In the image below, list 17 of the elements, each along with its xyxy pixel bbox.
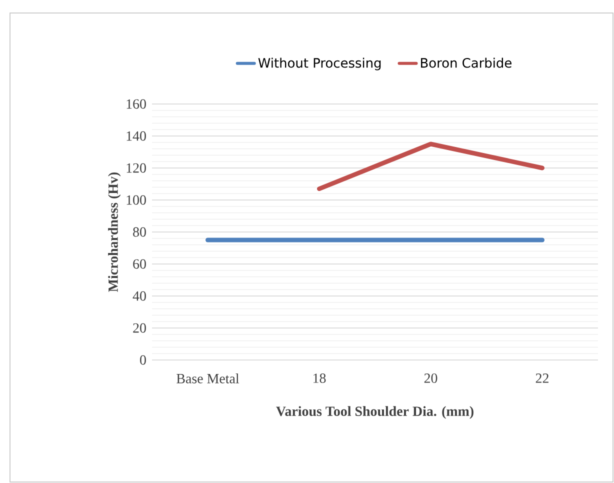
- legend-label: Boron Carbide: [421, 58, 512, 68]
- x-tick-label: 18: [313, 374, 326, 383]
- y-tick-label: 60: [133, 259, 146, 269]
- legend-label: Without Processing: [258, 58, 381, 70]
- y-tick-label: 20: [133, 323, 146, 333]
- y-tick-label: 40: [132, 291, 146, 301]
- y-tick-label: 140: [126, 131, 146, 141]
- y-tick-label: 160: [126, 99, 146, 109]
- y-tick-label: 100: [126, 195, 146, 205]
- x-axis-title: Various Tool Shoulder Dia. (mm): [276, 406, 474, 419]
- y-tick-label: 80: [133, 227, 146, 237]
- x-tick-label: 22: [536, 374, 548, 383]
- x-tick-label: Base Metal: [176, 374, 240, 384]
- y-axis-title: Microhardness (Hv): [108, 172, 121, 292]
- y-tick-label: 120: [126, 163, 146, 173]
- y-tick-label: 0: [140, 355, 146, 365]
- x-tick-label: 20: [424, 374, 438, 383]
